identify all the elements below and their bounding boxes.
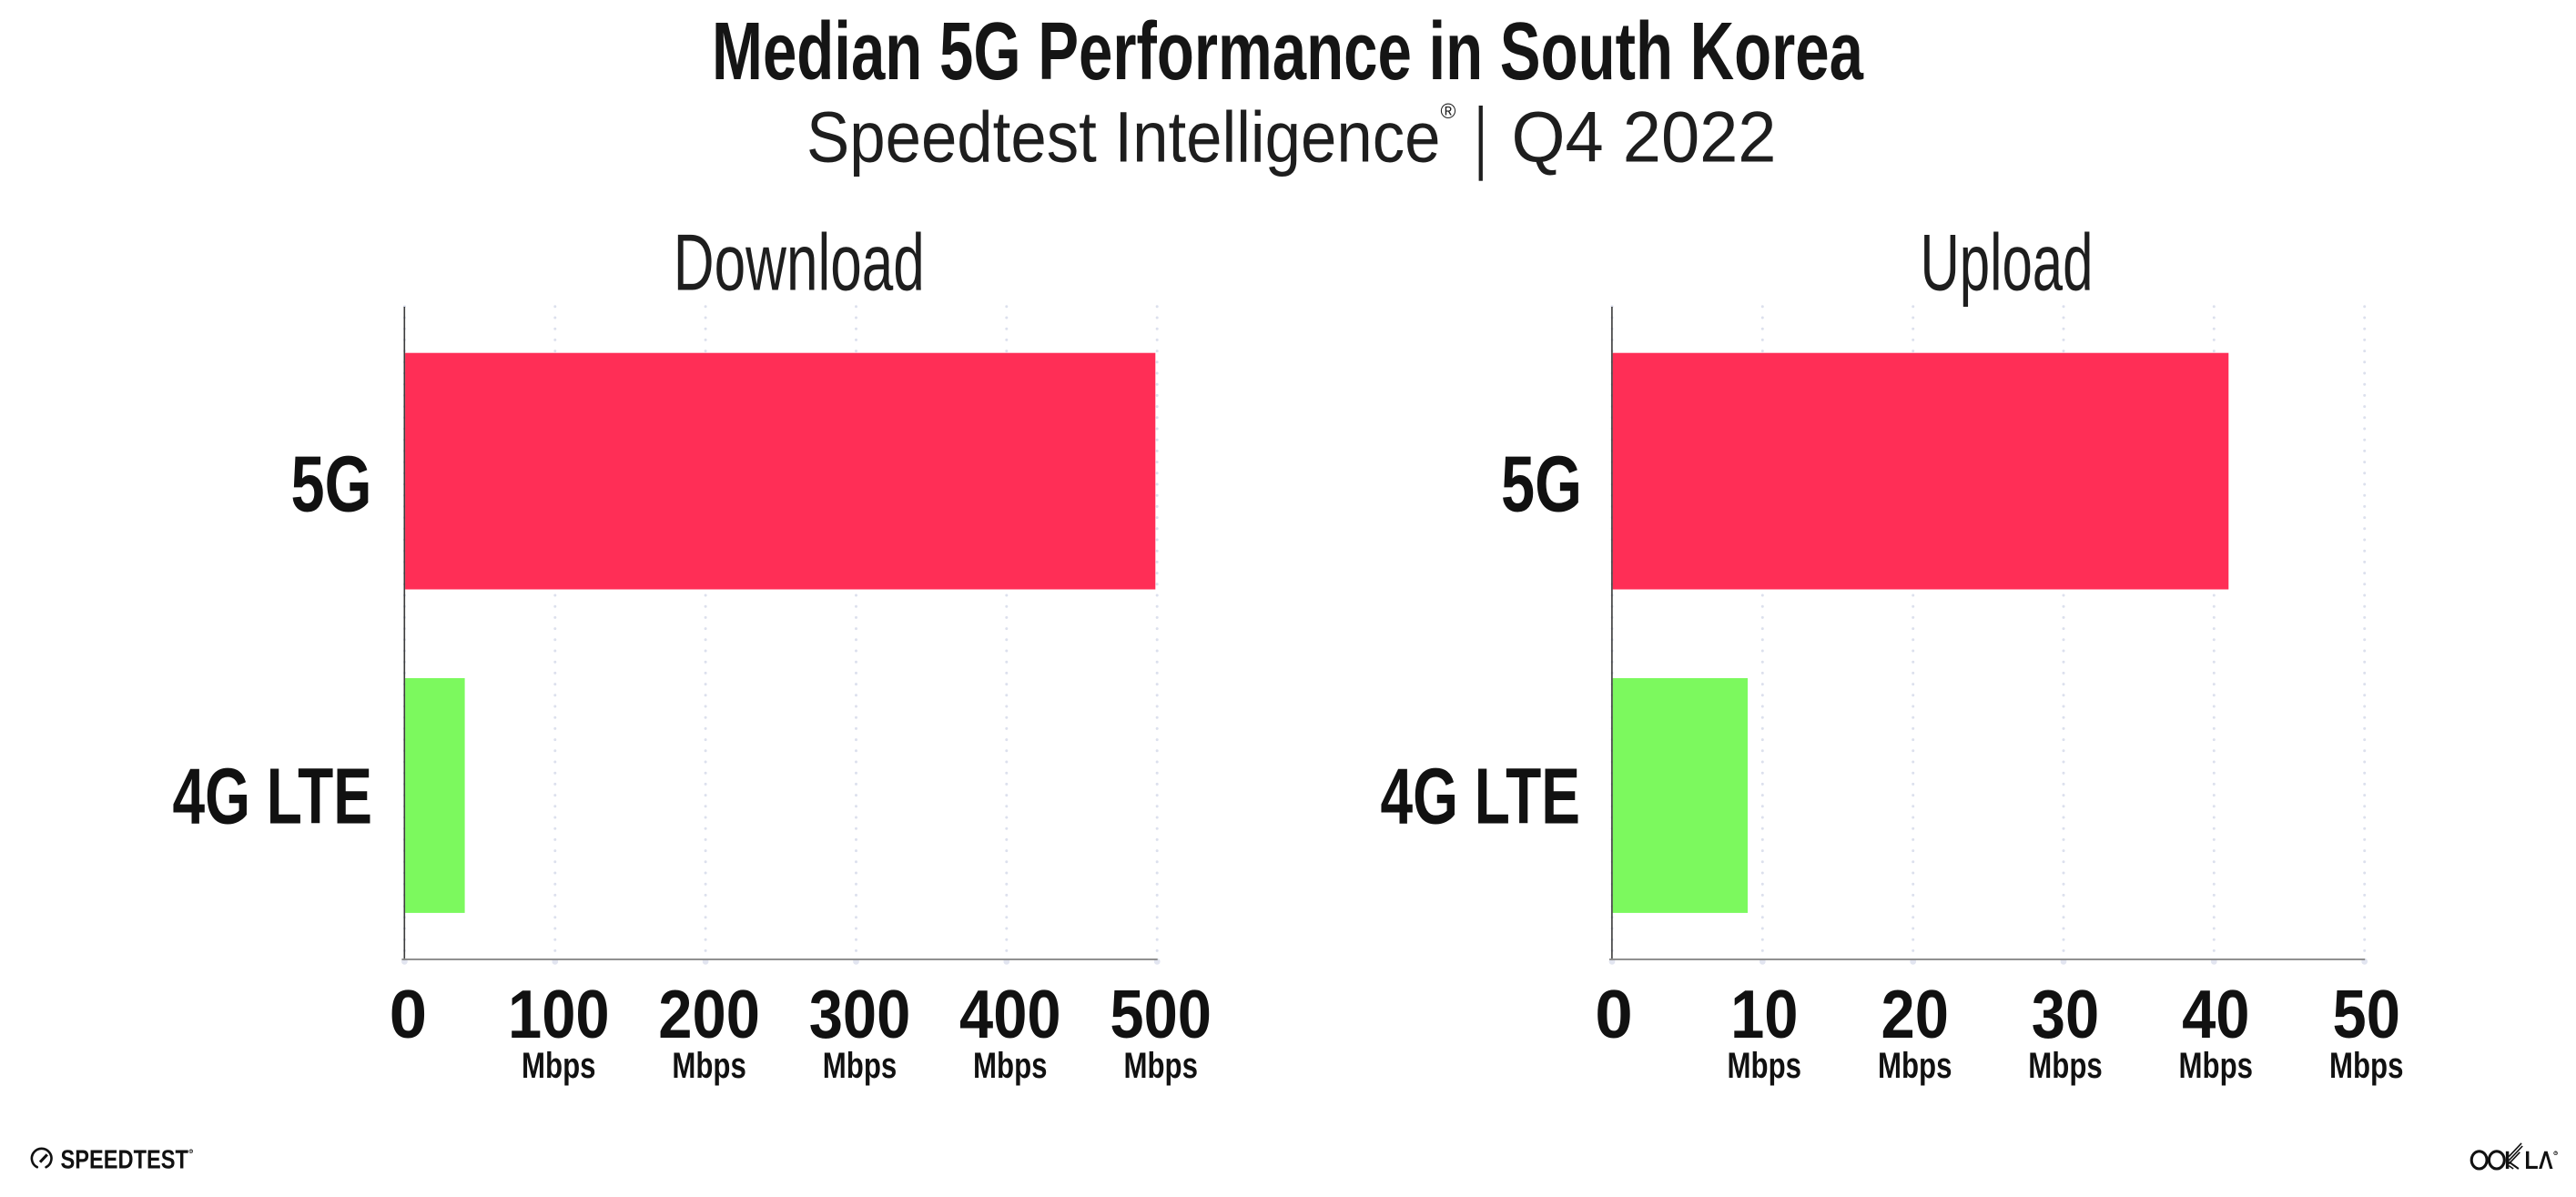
svg-text:Mbps: Mbps: [973, 1046, 1048, 1086]
svg-text:Download: Download: [674, 217, 925, 307]
svg-text:Mbps: Mbps: [2179, 1046, 2254, 1086]
svg-text:30: 30: [2032, 977, 2099, 1053]
svg-text:Mbps: Mbps: [522, 1046, 596, 1086]
svg-text:Q4 2022: Q4 2022: [1512, 97, 1777, 178]
svg-text:Median 5G Performance in South: Median 5G Performance in South Korea: [712, 6, 1864, 97]
svg-text:4G LTE: 4G LTE: [173, 753, 373, 841]
svg-text:400: 400: [959, 977, 1061, 1053]
svg-text:5G: 5G: [1501, 441, 1582, 529]
svg-text:5G: 5G: [291, 441, 372, 529]
svg-text:Mbps: Mbps: [2028, 1046, 2103, 1086]
svg-text:Mbps: Mbps: [2329, 1046, 2404, 1086]
svg-text:200: 200: [658, 977, 760, 1053]
svg-text:50: 50: [2333, 977, 2400, 1053]
svg-text:Mbps: Mbps: [1123, 1046, 1198, 1086]
svg-text:40: 40: [2182, 977, 2249, 1053]
svg-text:®: ®: [1441, 99, 1456, 123]
svg-text:Mbps: Mbps: [672, 1046, 746, 1086]
svg-text:R: R: [2554, 1151, 2557, 1155]
svg-text:0: 0: [390, 977, 428, 1053]
svg-text:20: 20: [1881, 977, 1949, 1053]
svg-text:SPEEDTEST: SPEEDTEST: [61, 1145, 189, 1174]
svg-text:R: R: [190, 1149, 193, 1153]
svg-text:10: 10: [1730, 977, 1798, 1053]
svg-text:4G LTE: 4G LTE: [1381, 753, 1581, 841]
svg-text:0: 0: [1595, 977, 1633, 1053]
svg-text:Mbps: Mbps: [1728, 1046, 1802, 1086]
svg-text:Mbps: Mbps: [1878, 1046, 1952, 1086]
svg-text:Mbps: Mbps: [823, 1046, 898, 1086]
svg-text:Upload: Upload: [1921, 217, 2094, 307]
svg-text:500: 500: [1110, 977, 1212, 1053]
svg-text:Speedtest Intelligence: Speedtest Intelligence: [806, 97, 1441, 178]
svg-text:100: 100: [508, 977, 610, 1053]
svg-text:300: 300: [809, 977, 911, 1053]
